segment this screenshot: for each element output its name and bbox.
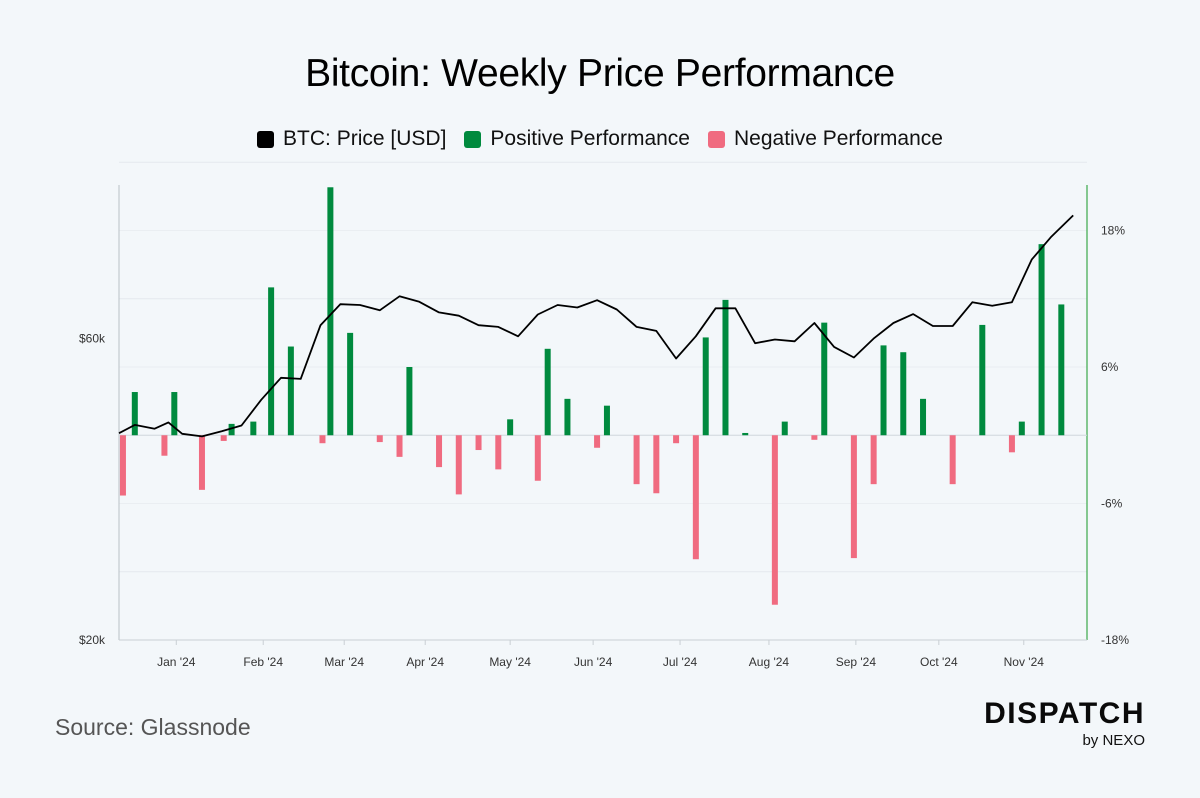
chart-title: Bitcoin: Weekly Price Performance [305,52,895,95]
bar-negative [673,435,680,444]
bar-negative [376,435,383,443]
x-tick-label: Sep '24 [836,655,877,669]
bar-negative [870,435,877,485]
x-tick-label: Jun '24 [574,655,613,669]
bar-negative [1008,435,1015,453]
bar-positive [287,346,294,436]
bar-positive [781,421,788,436]
brand-name: DISPATCH [984,697,1145,730]
x-tick-label: Nov '24 [1004,655,1045,669]
legend-item-negative[interactable]: Negative Performance [708,127,943,151]
x-tick-label: Oct '24 [920,655,958,669]
right-tick-label: -18% [1101,633,1129,647]
bar-negative [495,435,502,470]
bar-positive [920,398,927,436]
right-tick-label: 18% [1101,224,1125,238]
left-tick-label: $60k [79,332,106,346]
left-tick-label: $20k [79,633,106,647]
bar-positive [1018,421,1025,436]
bar-positive [228,423,235,436]
x-tick-label: Jul '24 [663,655,698,669]
x-tick-label: Apr '24 [406,655,444,669]
bar-positive [268,287,275,436]
bar-positive [1058,304,1065,436]
right-tick-label: -6% [1101,497,1123,511]
bar-positive [1038,244,1045,436]
bar-negative [455,435,462,495]
bar-positive [603,405,610,436]
x-tick-label: Mar '24 [324,655,364,669]
legend-swatch-negative [708,130,725,148]
bar-negative [198,435,205,490]
x-tick-label: Jan '24 [157,655,196,669]
bar-negative [475,435,482,451]
bar-negative [396,435,403,457]
legend-item-positive[interactable]: Positive Performance [464,127,690,151]
brand-sub: by NEXO [1082,732,1145,749]
bar-negative [119,435,126,496]
bar-positive [979,324,986,436]
bar-negative [949,435,956,485]
bar-negative [811,435,818,440]
legend-swatch-price [257,130,275,148]
source-note: Source: Glassnode [55,714,251,740]
bar-positive [702,337,709,436]
bar-negative [534,435,541,481]
bar-positive [171,392,178,436]
bar-negative [220,435,227,441]
bar-positive [327,187,334,436]
brand-logo: DISPATCH by NEXO [984,697,1145,750]
bar-positive [900,352,907,436]
bar-positive [347,332,354,436]
bar-negative [771,435,778,605]
bar-positive [880,345,887,436]
bar-negative [653,435,660,494]
bar-positive [507,419,514,436]
legend-label-positive: Positive Performance [490,127,690,150]
x-tick-label: May '24 [489,655,531,669]
bar-positive [131,392,138,436]
legend-label-negative: Negative Performance [734,127,943,150]
bar-positive [722,299,729,436]
bar-positive [742,432,749,436]
legend: BTC: Price [USD] Positive Performance Ne… [0,127,1200,151]
bar-negative [436,435,443,468]
bar-positive [821,322,828,436]
x-tick-label: Aug '24 [749,655,790,669]
x-tick-label: Feb '24 [243,655,283,669]
legend-label-price: BTC: Price [USD] [283,127,447,150]
price-line [118,214,1074,438]
bar-positive [544,348,551,436]
legend-item-price[interactable]: BTC: Price [USD] [257,127,446,151]
bar-negative [692,435,699,560]
right-tick-label: 6% [1101,360,1119,374]
bar-positive [406,367,413,436]
legend-swatch-positive [464,130,482,148]
bar-negative [850,435,857,559]
bar-negative [633,435,640,485]
bar-positive [250,421,257,436]
bar-positive [564,398,571,436]
bar-negative [319,435,326,444]
bar-negative [594,435,601,448]
bar-negative [161,435,168,456]
